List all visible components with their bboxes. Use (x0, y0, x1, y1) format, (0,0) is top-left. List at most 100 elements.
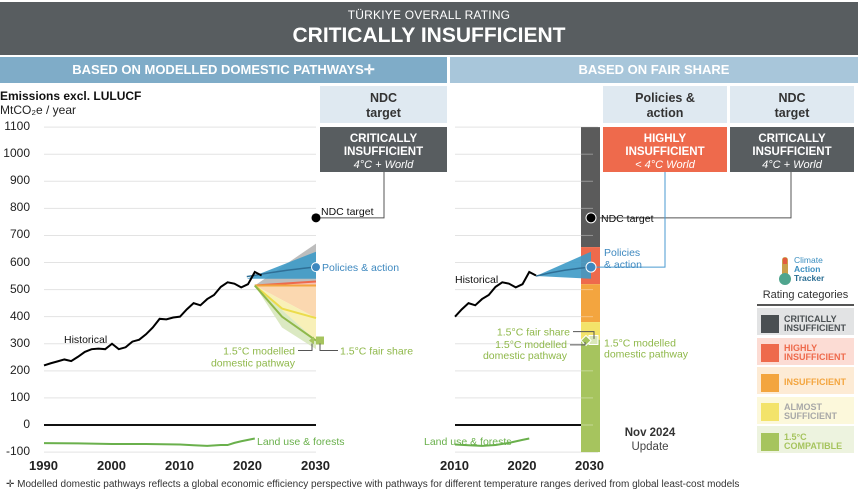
compatible-range (254, 285, 316, 350)
modelled-pathway-line (254, 284, 317, 342)
x-tick-label-left: 2000 (97, 458, 126, 473)
y-tick-label: 300 (9, 335, 30, 350)
footnote: ✛ Modelled domestic pathways reflects a … (6, 479, 740, 490)
fair-share-band (581, 127, 600, 248)
legend-item: 1.5°C COMPATIBLE (757, 426, 854, 453)
ndc-target-label-left: NDC target (321, 206, 374, 218)
axis-title: Emissions excl. LULUCF (0, 89, 142, 103)
land-use-line-right (454, 437, 530, 447)
legend-title: Rating categories (762, 289, 849, 301)
fair-share-band (581, 284, 600, 323)
y-tick-label: 1100 (4, 119, 30, 134)
land-use-line-left (43, 437, 255, 447)
thermometer-icon (779, 257, 791, 285)
modelled-pathway-label-right-b2: domestic pathway (604, 349, 689, 361)
policies-action-range (246, 251, 316, 279)
modelled-pathway-label-left-2: domestic pathway (211, 358, 296, 370)
historical-line-right (454, 270, 537, 318)
legend-swatch (761, 373, 779, 392)
ndc-target-label-right: NDC target (601, 213, 654, 225)
right-policies-rating-box: HIGHLY INSUFFICIENT < 4°C World (603, 127, 727, 172)
x-tick-label-left: 2010 (165, 458, 194, 473)
modelled-pathway-connector-left (298, 343, 313, 352)
legend-label: HIGHLY INSUFFICIENT (784, 343, 846, 362)
right-policies-temp: < 4°C World (635, 159, 695, 171)
y-tick-label: 900 (9, 173, 30, 188)
legend-item: HIGHLY INSUFFICIENT (757, 337, 854, 365)
legend-label: ALMOST SUFFICIENT (784, 402, 837, 421)
left-ndc-rating-box: CRITICALLY INSUFFICIENT 4°C + World (320, 127, 447, 172)
ndc-target-marker-left (311, 213, 321, 223)
modelled-pathway-marker-right (580, 334, 592, 347)
historical-line-left (43, 270, 263, 367)
right-ndc-header-text: NDC target (774, 91, 810, 120)
y-tick-label: 0 (23, 417, 30, 431)
section-header-modelled-pathways: BASED ON MODELLED DOMESTIC PATHWAYS✛ (0, 57, 447, 83)
modelled-pathway-label-right-b: 1.5°C modelled (604, 338, 676, 350)
right-ndc-header: NDC target (730, 86, 854, 123)
left-ndc-temp: 4°C + World (353, 159, 414, 171)
policies-action-marker-left (311, 262, 321, 273)
x-tick-label-right: 2020 (507, 458, 537, 473)
ndc-target-marker-right (585, 212, 597, 224)
overall-rating-banner: TÜRKIYE OVERALL RATING CRITICALLY INSUFF… (0, 2, 858, 55)
x-tick-label-right: 2030 (575, 458, 604, 473)
y-tick-label: 800 (9, 200, 30, 215)
logo-line-2: Action (794, 264, 821, 274)
y-tick-label: 600 (9, 254, 30, 269)
fair-share-connector-right (573, 331, 595, 339)
y-tick-label: 100 (9, 389, 30, 404)
fair-share-marker-left (316, 336, 324, 345)
left-ndc-rating: CRITICALLY INSUFFICIENT (343, 133, 424, 158)
insufficient-range (254, 285, 316, 319)
modelled-pathway-label-left: 1.5°C modelled (223, 346, 295, 358)
historical-label-right: Historical (455, 274, 498, 286)
logo-line-3: Tracker (794, 273, 825, 283)
legend-swatch (761, 344, 779, 362)
section-header-fair-share: BASED ON FAIR SHARE (450, 57, 858, 83)
right-ndc-temp: 4°C + World (762, 159, 822, 171)
fair-share-label-right: 1.5°C fair share (497, 327, 570, 339)
axis-unit: MtCO₂e / year (0, 103, 77, 117)
legend-label: CRITICALLY INSUFFICIENT (784, 313, 846, 333)
modelled-pathway-label-right: 1.5°C modelled (495, 339, 567, 351)
legend-label: INSUFFICIENT (784, 377, 846, 387)
x-tick-label-right: 2010 (440, 458, 469, 473)
right-policies-header: Policies & action (603, 86, 727, 123)
land-use-label-left: Land use & forests (257, 436, 345, 448)
historical-label-left: Historical (64, 334, 107, 346)
ndc-connector-right (591, 172, 792, 219)
modelled-pathway-label-right-2: domestic pathway (483, 350, 568, 362)
policies-connector-right (591, 172, 666, 268)
left-ndc-header: NDC target (320, 86, 447, 123)
modelled-connector-right (570, 342, 586, 346)
almost-sufficient-boundary-line (254, 284, 317, 319)
legend-label: 1.5°C COMPATIBLE (784, 431, 843, 451)
update-label: Update (631, 441, 669, 453)
policies-label-right-2: & action (604, 259, 642, 271)
policies-action-median-line (246, 266, 317, 278)
update-date: Nov 2024 (624, 427, 676, 439)
x-tick-label-left: 2020 (233, 458, 262, 473)
banner-subtitle: TÜRKIYE OVERALL RATING (347, 8, 511, 22)
modelled-pathway-marker-left (309, 336, 314, 345)
fair-share-band (581, 339, 600, 453)
legend-item: INSUFFICIENT (757, 367, 854, 394)
right-ndc-rating-box: CRITICALLY INSUFFICIENT 4°C + World (730, 127, 854, 172)
y-tick-label: 1000 (3, 146, 30, 161)
y-tick-label: 500 (9, 281, 30, 296)
policies-action-range-right (536, 251, 591, 279)
cat-logo: Climate Action Tracker (778, 256, 838, 288)
fair-share-connector-left (319, 343, 338, 352)
banner-title: CRITICALLY INSUFFICIENT (292, 24, 566, 47)
x-tick-label-left: 1990 (29, 458, 58, 473)
y-tick-label: -100 (5, 444, 30, 459)
land-use-label-right: Land use & forests (424, 436, 512, 448)
fair-share-label-left: 1.5°C fair share (340, 346, 413, 358)
legend-swatch (761, 314, 779, 333)
policies-action-label-left: Policies & action (322, 262, 399, 274)
y-tick-label: 700 (9, 227, 30, 242)
ndc-connector-left (316, 172, 385, 219)
logo-line-1: Climate (794, 255, 823, 265)
